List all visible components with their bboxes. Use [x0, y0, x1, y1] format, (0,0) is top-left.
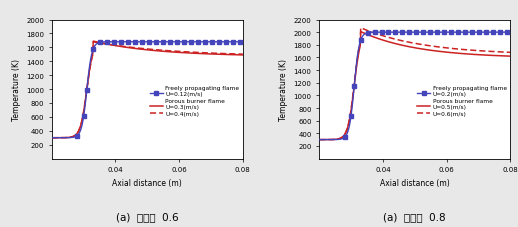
X-axis label: Axial distance (m): Axial distance (m)	[380, 178, 450, 187]
Y-axis label: Temperature (K): Temperature (K)	[279, 59, 288, 121]
Text: (a)  당량비  0.8: (a) 당량비 0.8	[383, 212, 446, 222]
Y-axis label: Temperature (K): Temperature (K)	[11, 59, 21, 121]
X-axis label: Axial distance (m): Axial distance (m)	[112, 178, 182, 187]
Legend: Freely propagating flame, U=0.2(m/s), Porous burner flame, U=0.5(m/s), U=0.6(m/s: Freely propagating flame, U=0.2(m/s), Po…	[417, 85, 507, 117]
Text: (a)  당량비  0.6: (a) 당량비 0.6	[116, 212, 179, 222]
Legend: Freely propagating flame, U=0.12(m/s), Porous burner flame, U=0.3(m/s), U=0.4(m/: Freely propagating flame, U=0.12(m/s), P…	[149, 85, 240, 117]
